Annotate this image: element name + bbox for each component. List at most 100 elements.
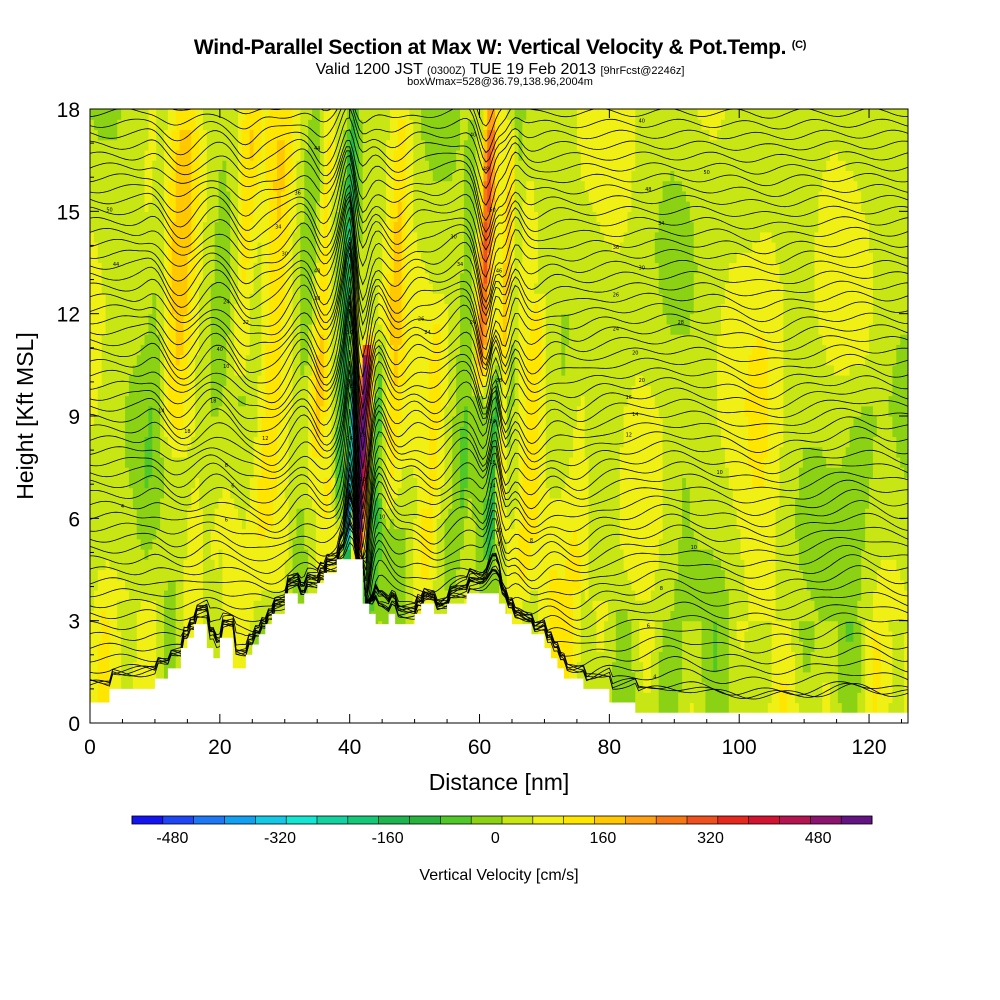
velocity-cell: [300, 528, 305, 540]
velocity-cell: [323, 456, 329, 468]
velocity-cell: [230, 405, 235, 417]
velocity-cell: [366, 139, 372, 151]
velocity-cell: [144, 620, 150, 632]
velocity-cell: [253, 497, 259, 509]
velocity-cell: [284, 497, 290, 509]
velocity-cell: [312, 242, 317, 253]
velocity-cell: [292, 508, 298, 519]
velocity-cell: [90, 497, 95, 509]
velocity-cell: [101, 160, 107, 171]
velocity-cell: [284, 385, 290, 397]
velocity-cell: [382, 160, 387, 171]
velocity-cell: [304, 528, 309, 540]
velocity-cell: [136, 109, 142, 120]
velocity-cell: [140, 620, 146, 632]
velocity-cell: [132, 221, 138, 233]
velocity-cell: [132, 508, 138, 519]
velocity-cell: [171, 221, 177, 233]
velocity-cell: [125, 211, 130, 223]
velocity-cell: [214, 426, 220, 438]
velocity-cell: [164, 477, 169, 489]
velocity-cell: [195, 446, 200, 458]
velocity-cell: [386, 610, 391, 622]
velocity-cell: [144, 303, 150, 315]
velocity-cell: [405, 303, 411, 315]
velocity-cell: [90, 109, 95, 120]
velocity-cell: [370, 559, 375, 571]
velocity-cell: [249, 190, 255, 202]
velocity-cell: [331, 354, 336, 366]
velocity-cell: [121, 477, 126, 489]
velocity-cell: [382, 109, 387, 120]
velocity-cell: [144, 518, 150, 530]
velocity-cell: [382, 221, 387, 233]
velocity-cell: [222, 630, 227, 642]
velocity-cell: [152, 416, 157, 427]
velocity-cell: [308, 456, 313, 468]
velocity-cell: [280, 446, 286, 458]
velocity-cell: [140, 405, 146, 417]
velocity-cell: [261, 487, 266, 499]
velocity-cell: [195, 610, 200, 622]
velocity-cell: [386, 303, 391, 315]
velocity-cell: [238, 323, 243, 335]
velocity-cell: [152, 139, 157, 151]
velocity-cell: [148, 262, 153, 274]
velocity-cell: [382, 364, 387, 376]
velocity-cell: [245, 416, 251, 427]
velocity-cell: [331, 395, 336, 407]
velocity-cell: [362, 323, 368, 335]
velocity-cell: [222, 518, 227, 530]
velocity-cell: [350, 119, 356, 131]
velocity-cell: [136, 538, 142, 550]
velocity-cell: [284, 119, 290, 131]
velocity-cell: [405, 149, 411, 161]
velocity-cell: [206, 528, 212, 540]
velocity-cell: [214, 508, 220, 519]
velocity-cell: [238, 231, 243, 243]
velocity-cell: [327, 385, 333, 397]
velocity-cell: [210, 334, 216, 345]
velocity-cell: [214, 436, 220, 448]
velocity-cell: [202, 139, 208, 151]
velocity-cell: [152, 569, 157, 581]
velocity-cell: [148, 242, 153, 253]
velocity-cell: [156, 323, 161, 335]
velocity-cell: [261, 508, 266, 519]
velocity-cell: [234, 651, 239, 663]
velocity-cell: [308, 313, 313, 325]
velocity-cell: [335, 272, 340, 284]
velocity-cell: [269, 549, 274, 560]
velocity-cell: [234, 589, 239, 601]
velocity-cell: [117, 344, 122, 356]
velocity-cell: [152, 334, 157, 345]
velocity-cell: [218, 569, 224, 581]
velocity-cell: [261, 364, 266, 376]
velocity-cell: [339, 293, 344, 305]
velocity-cell: [97, 559, 103, 571]
velocity-cell: [234, 620, 239, 632]
velocity-cell: [156, 385, 161, 397]
velocity-cell: [144, 641, 150, 652]
velocity-cell: [199, 467, 204, 478]
velocity-cell: [292, 293, 298, 305]
velocity-cell: [152, 671, 157, 683]
velocity-cell: [93, 569, 99, 581]
velocity-cell: [327, 497, 333, 509]
velocity-cell: [288, 385, 294, 397]
velocity-cell: [230, 303, 235, 315]
velocity-cell: [222, 589, 227, 601]
velocity-cell: [210, 160, 216, 171]
velocity-cell: [171, 109, 177, 120]
velocity-cell: [179, 180, 185, 192]
velocity-cell: [206, 549, 212, 560]
velocity-cell: [206, 211, 212, 223]
velocity-cell: [397, 589, 403, 601]
velocity-cell: [206, 641, 212, 652]
velocity-cell: [280, 139, 286, 151]
velocity-cell: [280, 344, 286, 356]
velocity-cell: [249, 487, 255, 499]
velocity-cell: [249, 559, 255, 571]
velocity-cell: [409, 313, 414, 325]
velocity-cell: [218, 579, 224, 591]
